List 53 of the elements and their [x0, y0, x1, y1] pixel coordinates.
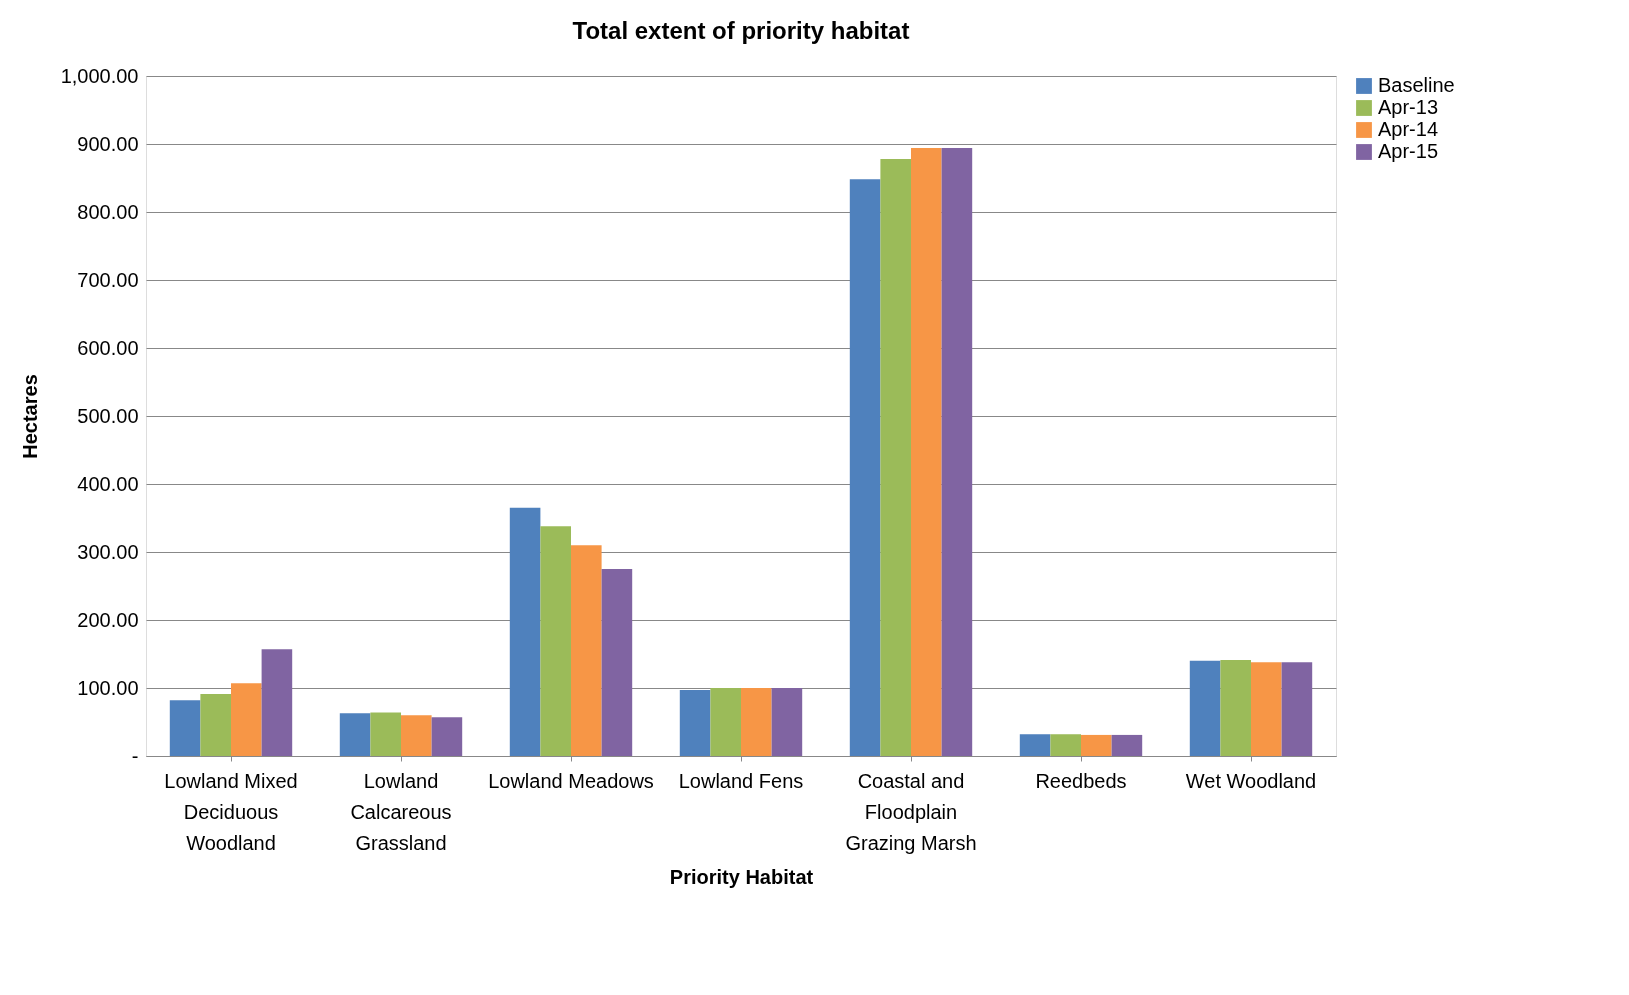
y-tick-label: 400.00: [77, 472, 139, 495]
bar: [231, 683, 262, 756]
bar: [1111, 734, 1143, 756]
bar: [339, 713, 371, 756]
bar: [741, 688, 772, 756]
legend-label: Apr-13: [1378, 96, 1439, 118]
bar: [571, 545, 602, 756]
bar: [1251, 662, 1282, 756]
y-tick-label: 300.00: [77, 540, 139, 563]
x-tick-label: Coastal and Floodplain Grazing Marsh: [845, 769, 977, 854]
bar: [540, 526, 571, 756]
x-tick-label: Reedbeds: [1035, 769, 1127, 792]
y-tick-label: 200.00: [77, 608, 139, 631]
y-tick-label: 800.00: [77, 200, 139, 223]
legend-label: Apr-14: [1378, 118, 1439, 140]
x-tick-label: Lowland Calcareous Grassland: [350, 769, 452, 854]
bar: [710, 688, 741, 756]
bar: [1189, 660, 1221, 756]
bar: [1019, 734, 1051, 756]
bar: [261, 649, 293, 756]
x-tick-label: Lowland Meadows: [488, 769, 654, 792]
y-tick-label: 900.00: [77, 132, 139, 155]
bar: [849, 179, 881, 756]
bar: [771, 688, 803, 756]
x-tick-label: Lowland Fens: [678, 769, 804, 792]
bar: [200, 694, 231, 756]
y-tick-label: 500.00: [77, 404, 139, 427]
bar: [1081, 734, 1112, 756]
x-tick-label: Lowland Mixed Deciduous Woodland: [164, 769, 298, 854]
legend-label: Apr-15: [1378, 140, 1439, 162]
y-tick-label: 100.00: [77, 676, 139, 699]
bar: [1281, 662, 1313, 756]
bar: [941, 148, 973, 756]
y-axis-title: Hectares: [18, 374, 41, 459]
bar: [601, 569, 633, 756]
legend-label: Baseline: [1378, 74, 1455, 96]
bar: [911, 148, 942, 756]
y-tick-label: 700.00: [77, 268, 139, 291]
x-axis-title: Priority Habitat: [669, 865, 814, 888]
y-tick-label: 600.00: [77, 336, 139, 359]
bar: [1050, 734, 1081, 756]
bar: [509, 507, 541, 756]
chart-title: Total extent of priority habitat: [572, 17, 910, 44]
bar: [401, 715, 432, 756]
bar: [370, 712, 401, 756]
bar: [880, 158, 911, 756]
y-tick-label: 1,000.00: [60, 64, 139, 87]
bar: [1220, 660, 1251, 756]
bar: [169, 700, 201, 756]
bar: [679, 690, 711, 756]
bar: [431, 717, 463, 756]
y-tick-label: -: [131, 744, 139, 767]
x-tick-label: Wet Woodland: [1185, 769, 1317, 792]
